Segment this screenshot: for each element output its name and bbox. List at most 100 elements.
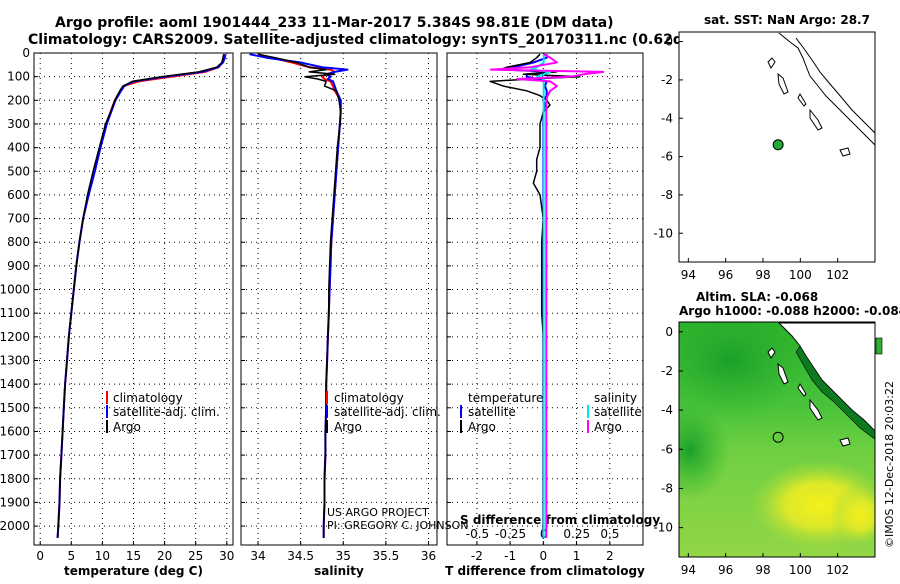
legend-label-climatology: climatology [334, 391, 404, 405]
sumatra-coastline [778, 32, 875, 146]
figure-title-line1: Argo profile: aoml 1901444_233 11-Mar-20… [55, 15, 614, 31]
map_sst-ytick-label: -4 [661, 111, 673, 125]
temperature-xtick-label: 25 [188, 549, 203, 563]
difference-xtick-label: 2 [606, 549, 614, 563]
temperature-xtick-label: 10 [95, 549, 110, 563]
depth-tick-label: 300 [7, 117, 30, 131]
credit-project: US ARGO PROJECT [327, 506, 429, 519]
depth-tick-label: 1300 [0, 354, 30, 368]
sla-map-axes: 94 96 98 100 102 0 -2 -4 -6 -8 -10 [653, 325, 849, 577]
difference-panel: -2 -1 0 1 2T difference from climatology -0.5… [445, 52, 660, 578]
depth-tick-label: 2000 [0, 519, 30, 533]
salinity-xtick-label: 35 [336, 549, 351, 563]
sla-field-dark-north [679, 322, 810, 420]
depth-tick-label: 100 [7, 70, 30, 84]
depth-tick-label: 1900 [0, 495, 30, 509]
map_sst-ytick-label: -10 [653, 226, 673, 240]
sst-argo-marker [772, 139, 784, 151]
credit-pi: PI: GREGORY C. JOHNSON [327, 519, 468, 532]
difference-s-xlabel: S difference from climatology [460, 513, 660, 527]
depth-tick-label: 800 [7, 235, 30, 249]
island-sipora-pagai [809, 398, 823, 421]
depth-tick-label: 1400 [0, 377, 30, 391]
island-simeulue [767, 57, 776, 69]
salinity-panel: 34 34.5 35 35.5 36 salinity [240, 52, 438, 578]
island-nias [777, 72, 789, 95]
island-siberut [797, 92, 807, 107]
difference-xtick-label: 0 [540, 549, 548, 563]
depth-tick-label: 1200 [0, 330, 30, 344]
depth-tick-label: 0 [22, 46, 30, 60]
difference-xtick-label: -1 [504, 549, 516, 563]
map_sst-ytick-label: -2 [661, 73, 673, 87]
map_sla-xtick-label: 96 [718, 563, 733, 577]
depth-tick-label: 1100 [0, 306, 30, 320]
temperature-xtick-label: 5 [67, 549, 75, 563]
difference-series-s-argo [489, 53, 605, 538]
sst-map-title: sat. SST: NaN Argo: 28.7 [704, 13, 870, 27]
temperature-panel: 0 5 10 15 20 25 300100200300400500600700800900… [0, 46, 234, 578]
map_sst-xtick-label: 98 [755, 268, 770, 282]
depth-tick-label: 1600 [0, 424, 30, 438]
legend-label-t-argo: Argo [468, 420, 496, 434]
island-sipora-pagai [809, 108, 823, 131]
temperature-series-satellite-adj-clim- [56, 54, 227, 538]
sst-map-coastline [767, 32, 875, 157]
temperature-series-argo [56, 54, 225, 538]
legend-label-satellite: satellite-adj. clim. [113, 405, 220, 419]
legend-title-salinity: salinity [594, 391, 637, 405]
temperature-xlabel: temperature (deg C) [64, 564, 203, 578]
depth-tick-label: 600 [7, 188, 30, 202]
island-enggano [839, 147, 851, 157]
salinity-xtick-label: 36 [421, 549, 436, 563]
sla-map-frame [678, 321, 876, 558]
island-simeulue [767, 347, 776, 359]
map_sla-ytick-label: -8 [661, 481, 673, 495]
map_sla-ytick-label: -2 [661, 364, 673, 378]
map_sla-xtick-label: 94 [681, 563, 696, 577]
sla-map-title: Altim. SLA: -0.068 [696, 290, 818, 304]
map_sst-ytick-label: -6 [661, 150, 673, 164]
depth-tick-label: 900 [7, 259, 30, 273]
sla-argo-marker [772, 431, 784, 443]
legend-label-argo: Argo [113, 420, 141, 434]
depth-tick-label: 500 [7, 164, 30, 178]
legend-label-satellite: satellite-adj. clim. [334, 405, 441, 419]
difference-s-tick-label: -0.5 [466, 527, 489, 541]
difference-s-tick-label: 0.5 [600, 527, 619, 541]
salinity-xtick-label: 35.5 [373, 549, 400, 563]
map_sst-xtick-label: 100 [789, 268, 812, 282]
legend-label-s-satellite: satellite [594, 405, 642, 419]
map_sla-ytick-label: 0 [665, 325, 673, 339]
map_sla-ytick-label: -4 [661, 403, 673, 417]
sla-map-subtitle: Argo h1000: -0.088 h2000: -0.084 [679, 304, 900, 318]
temperature-xtick-label: 20 [157, 549, 172, 563]
difference-xtick-label: 1 [573, 549, 581, 563]
sla-colorbar-stub [875, 337, 883, 355]
sumatra-dark-shelf [795, 345, 875, 440]
map_sla-ytick-label: -10 [653, 521, 673, 535]
map_sla-ytick-label: -6 [661, 442, 673, 456]
sla-map: Altim. SLA: -0.068 Argo h1000: -0.088 h2… [653, 290, 900, 577]
difference-xtick-label: -2 [471, 549, 483, 563]
depth-tick-label: 1000 [0, 283, 30, 297]
difference-series-t-argo [489, 53, 581, 538]
legend-title-temperature: temperature [468, 391, 543, 405]
sla-heatmap [679, 322, 875, 557]
salinity-legend: climatology satellite-adj. clim. Argo [326, 391, 441, 434]
sumatra-inner-coastline [795, 37, 875, 134]
temperature-xtick-label: 15 [126, 549, 141, 563]
map_sla-xtick-label: 100 [789, 563, 812, 577]
salinity-xlabel: salinity [314, 564, 364, 578]
sst-map: sat. SST: NaN Argo: 28.7 94 96 98 100 102 0 -2… [653, 13, 876, 282]
difference-s-tick-label: 0.25 [563, 527, 590, 541]
temperature-series-climatology [56, 54, 226, 538]
map_sla-xtick-label: 98 [755, 563, 770, 577]
difference-frame [446, 52, 644, 546]
depth-tick-label: 400 [7, 141, 30, 155]
figure-title-line2: Climatology: CARS2009. Satellite-adjuste… [28, 32, 746, 48]
depth-tick-label: 1700 [0, 448, 30, 462]
sla-field-dark-west [679, 400, 730, 500]
